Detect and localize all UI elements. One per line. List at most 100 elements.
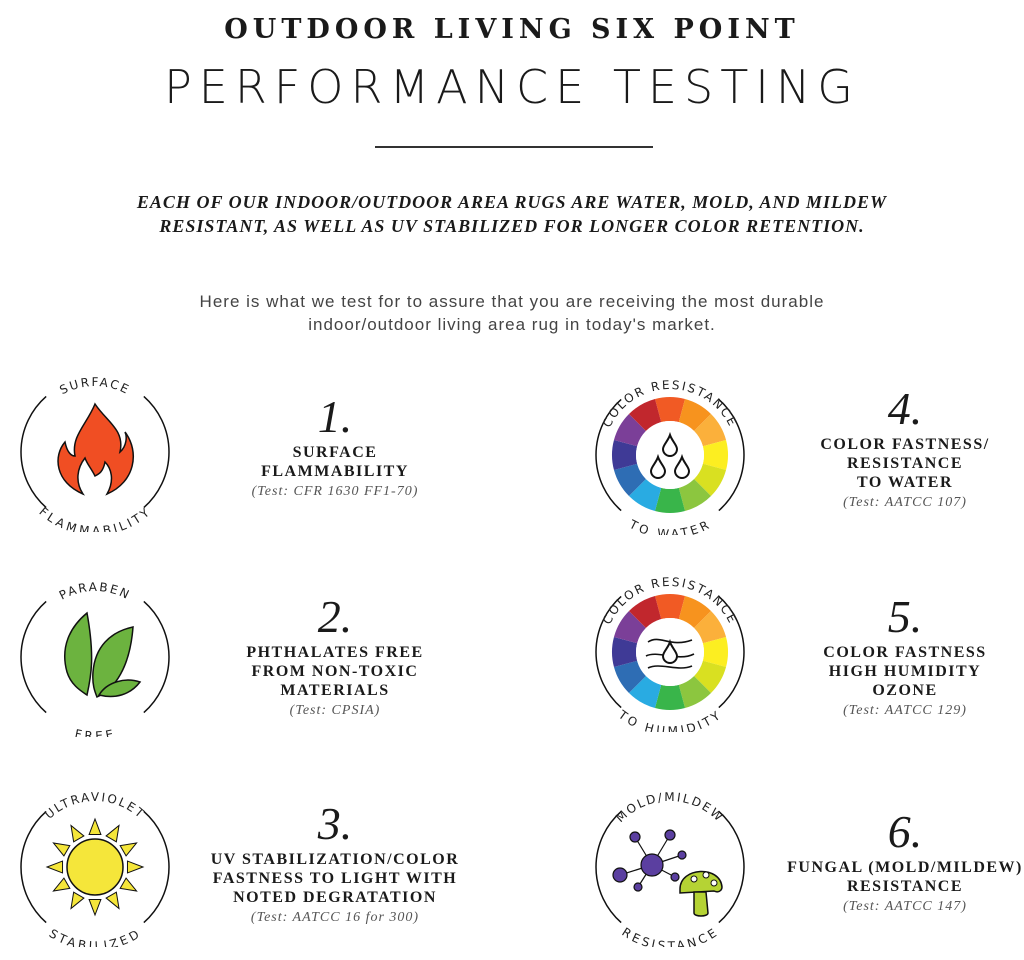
badge-flame: SURFACE FLAMMABILITY bbox=[20, 375, 170, 532]
item-test-standard: (Test: AATCC 129) bbox=[843, 703, 967, 718]
water-drops-icon bbox=[612, 397, 728, 513]
item-heading-line: FLAMMABILITY bbox=[261, 463, 409, 480]
badge-bottom-text: FREE bbox=[74, 726, 117, 737]
badge-mold-mushroom: MOLD/MILDEW RESISTANCE bbox=[595, 790, 745, 947]
color-wheel-segment bbox=[702, 636, 728, 668]
subtitle-line: RESISTANT, AS WELL AS UV STABILIZED FOR … bbox=[159, 216, 865, 236]
title-top: OUTDOOR LIVING SIX POINT bbox=[224, 14, 800, 45]
color-wheel-segment bbox=[694, 463, 727, 497]
item-heading-line: COLOR FASTNESS/ bbox=[820, 436, 990, 453]
item-test-standard: (Test: CPSIA) bbox=[289, 703, 381, 718]
item-heading: UV STABILIZATION/COLOR FASTNESS TO LIGHT … bbox=[185, 850, 485, 907]
color-wheel-segment bbox=[702, 439, 728, 471]
badge-arc-right bbox=[143, 810, 170, 924]
color-wheel-segment bbox=[613, 463, 646, 497]
color-wheel-segment bbox=[613, 660, 646, 694]
item-heading-line: MATERIALS bbox=[280, 682, 390, 699]
item-heading-line: UV STABILIZATION/COLOR bbox=[210, 851, 460, 868]
color-wheel-segment bbox=[628, 676, 662, 709]
subtitle: EACH OF OUR INDOOR/OUTDOOR AREA RUGS ARE… bbox=[0, 190, 1024, 238]
item-heading: COLOR FASTNESS/RESISTANCE TO WATER bbox=[755, 435, 1024, 492]
badge-top-text: ULTRAVIOLET bbox=[42, 790, 148, 822]
color-wheel-segment bbox=[654, 487, 686, 513]
badge-bottom-text: TO HUMIDITY bbox=[615, 707, 724, 732]
badge-arc-left bbox=[20, 395, 47, 509]
subtitle-line: EACH OF OUR INDOOR/OUTDOOR AREA RUGS ARE… bbox=[136, 192, 888, 212]
badge-arc-right bbox=[143, 395, 170, 509]
badge-arc-left bbox=[595, 595, 622, 709]
item-heading-line: PHTHALATES FREE bbox=[246, 644, 424, 661]
badge-bottom-text: TO WATER bbox=[626, 517, 712, 535]
intro-text: Here is what we test for to assure that … bbox=[0, 290, 1024, 336]
color-wheel-segment bbox=[613, 413, 646, 447]
item-heading-line: FUNGAL (MOLD/MILDEW) bbox=[787, 859, 1023, 876]
item-heading-line: RESISTANCE bbox=[846, 878, 964, 895]
badge-arc-left bbox=[595, 398, 622, 512]
badge-bottom-text: FLAMMABILITY bbox=[37, 504, 154, 532]
badge-arc-left bbox=[20, 810, 47, 924]
badge-water-drops: COLOR RESISTANCE TO WATER bbox=[595, 378, 745, 535]
item-heading-line: FROM NON-TOXIC bbox=[251, 663, 419, 680]
color-wheel-segment bbox=[628, 595, 662, 628]
item-heading-line: NOTED DEGRATATION bbox=[233, 889, 437, 906]
item-heading-line: COLOR FASTNESS bbox=[823, 644, 987, 661]
item-heading-line: SURFACE bbox=[292, 444, 378, 461]
item-heading-line: TO WATER bbox=[856, 474, 954, 491]
badge-arc-left bbox=[595, 810, 622, 924]
color-wheel-segment bbox=[654, 397, 686, 423]
test-item-3: 3. UV STABILIZATION/COLOR FASTNESS TO LIG… bbox=[185, 800, 485, 926]
color-wheel-segment bbox=[678, 676, 712, 709]
item-number: 1. bbox=[317, 391, 353, 442]
item-heading: FUNGAL (MOLD/MILDEW) RESISTANCE bbox=[755, 858, 1024, 896]
item-heading-line: FASTNESS TO LIGHT WITH bbox=[212, 870, 458, 887]
test-item-2: 2. PHTHALATES FREE FROM NON-TOXIC MATERIAL… bbox=[185, 593, 485, 719]
item-number: 5. bbox=[887, 591, 923, 642]
badge-arc-left bbox=[20, 600, 47, 714]
color-wheel-segment bbox=[613, 610, 646, 644]
test-item-4: 4. COLOR FASTNESS/RESISTANCE TO WATER (Te… bbox=[755, 385, 1024, 511]
color-wheel-segment bbox=[678, 398, 712, 431]
badge-arc-right bbox=[718, 398, 745, 512]
page-title: PERFORMANCE TESTING bbox=[164, 60, 860, 114]
intro-line: Here is what we test for to assure that … bbox=[199, 292, 825, 311]
item-number: 6. bbox=[887, 806, 923, 857]
test-item-6: 6. FUNGAL (MOLD/MILDEW) RESISTANCE (Test:… bbox=[755, 808, 1024, 915]
badge-humidity: COLOR RESISTANCE TO HUMIDITY bbox=[595, 575, 745, 732]
leaves-icon bbox=[63, 611, 142, 699]
flame-icon bbox=[57, 402, 134, 496]
color-wheel-segment bbox=[678, 479, 712, 512]
badge-top-text: SURFACE bbox=[57, 375, 132, 397]
color-wheel-segment bbox=[694, 660, 727, 694]
item-heading-line: RESISTANCE bbox=[846, 455, 964, 472]
test-item-1: 1. SURFACE FLAMMABILITY (Test: CFR 1630 F… bbox=[185, 393, 485, 500]
item-heading-line: OZONE bbox=[872, 682, 938, 699]
humidity-icon bbox=[612, 594, 728, 710]
badge-sun: ULTRAVIOLET STABILIZED bbox=[20, 790, 170, 947]
badge-arc-right bbox=[143, 600, 170, 714]
test-item-5: 5. COLOR FASTNESS HIGH HUMIDITY OZONE (Tes… bbox=[755, 593, 1024, 719]
color-wheel-segment bbox=[612, 636, 638, 668]
badge-leaves: PARABEN FREE bbox=[20, 580, 170, 737]
badge-bottom-text: STABILIZED bbox=[47, 926, 143, 947]
badge-top-text: PARABEN bbox=[57, 580, 133, 603]
mold-mushroom-icon bbox=[612, 829, 723, 917]
sun-icon bbox=[45, 817, 145, 917]
color-wheel-segment bbox=[628, 479, 662, 512]
item-test-standard: (Test: CFR 1630 FF1-70) bbox=[251, 484, 419, 499]
badge-arc-right bbox=[718, 595, 745, 709]
item-heading: PHTHALATES FREE FROM NON-TOXIC MATERIALS bbox=[185, 643, 485, 700]
color-wheel-segment bbox=[654, 594, 686, 620]
badge-arc-right bbox=[718, 810, 745, 924]
intro-line: indoor/outdoor living area rug in today'… bbox=[308, 315, 716, 334]
item-test-standard: (Test: AATCC 16 for 300) bbox=[250, 910, 420, 925]
color-wheel-segment bbox=[694, 610, 727, 644]
badge-top-text: MOLD/MILDEW bbox=[613, 790, 727, 825]
color-wheel-segment bbox=[654, 684, 686, 710]
color-wheel-segment bbox=[612, 439, 638, 471]
item-number: 2. bbox=[317, 591, 353, 642]
item-test-standard: (Test: AATCC 107) bbox=[843, 495, 967, 510]
badge-bottom-text: RESISTANCE bbox=[619, 925, 720, 947]
item-number: 4. bbox=[887, 383, 923, 434]
item-heading: SURFACE FLAMMABILITY bbox=[185, 443, 485, 481]
